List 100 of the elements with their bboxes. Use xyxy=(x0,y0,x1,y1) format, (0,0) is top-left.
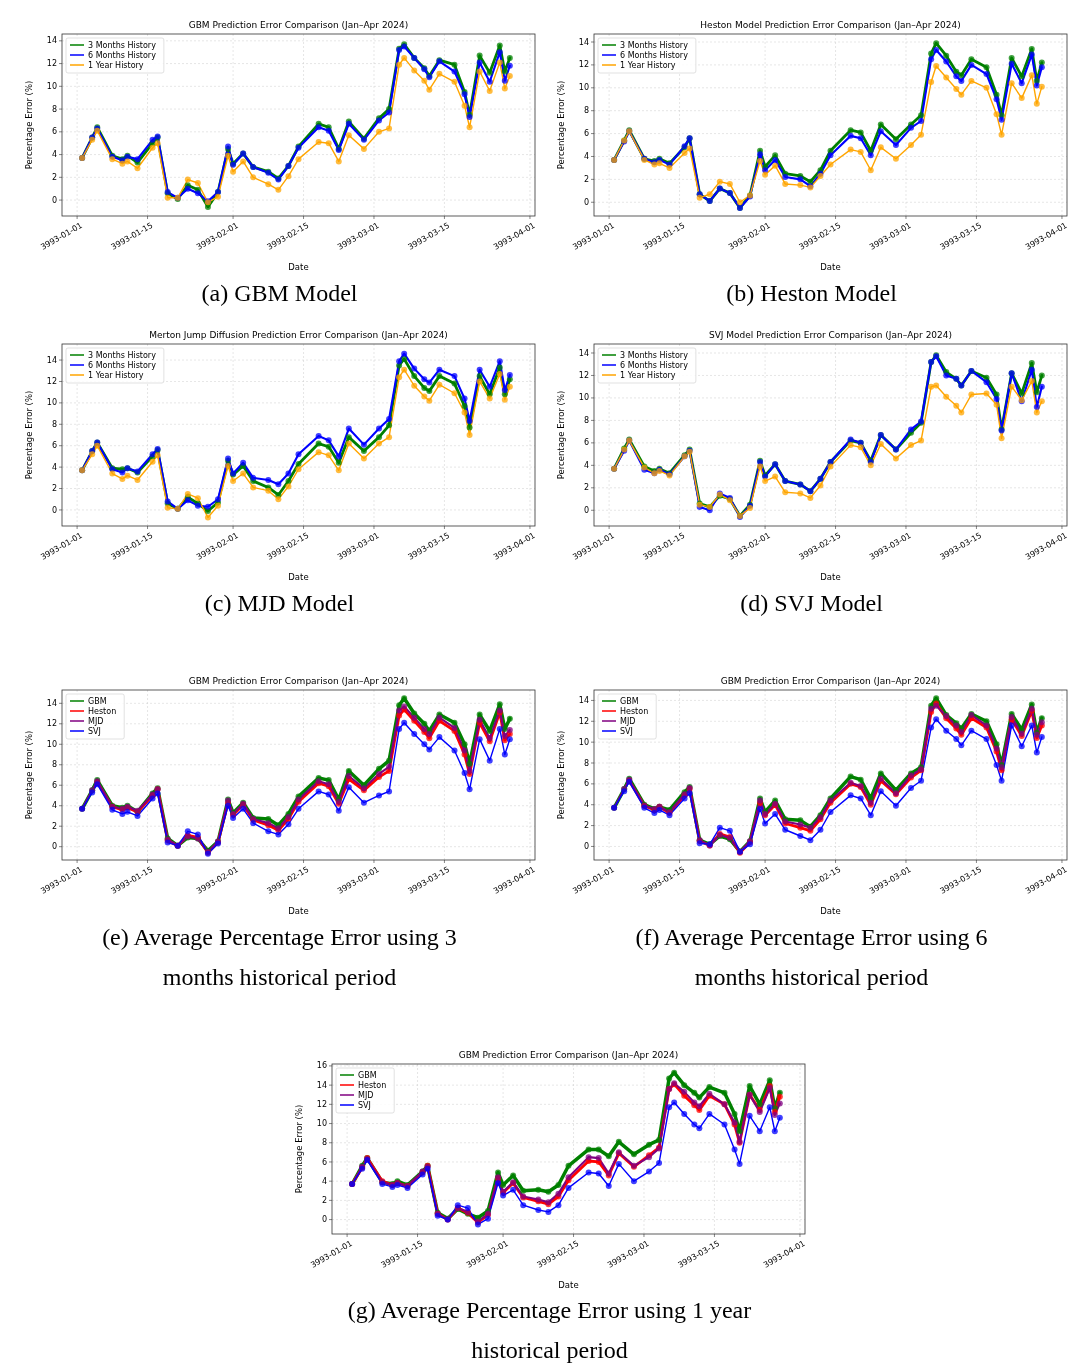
text: (g) Average Percentage Error using 1 year historical period xyxy=(347,1297,752,1363)
y-tick-label: 4 xyxy=(51,801,57,811)
x-axis-title: Date xyxy=(820,906,841,916)
y-tick-label: 6 xyxy=(583,129,589,139)
y-tick-label: 0 xyxy=(321,1215,327,1225)
y-tick-label: 12 xyxy=(578,60,589,70)
y-tick-label: 12 xyxy=(316,1099,327,1109)
legend-label: SVJ xyxy=(88,727,101,736)
y-tick-label: 12 xyxy=(46,377,57,387)
text: (d) SVJ Model xyxy=(740,590,884,616)
y-tick-label: 12 xyxy=(46,719,57,729)
text: (c) MJD Model xyxy=(204,590,355,616)
y-tick-label: 8 xyxy=(51,419,57,429)
y-tick-label: 14 xyxy=(46,36,57,46)
y-tick-label: 10 xyxy=(46,739,57,749)
y-tick-label: 6 xyxy=(51,127,57,137)
text: (f) Average Percentage Error using 6 months historical period xyxy=(635,924,988,990)
y-tick-label: 10 xyxy=(578,83,589,93)
y-tick-label: 2 xyxy=(51,172,57,182)
y-tick-label: 4 xyxy=(321,1176,327,1186)
y-tick-label: 0 xyxy=(583,197,589,207)
x-axis-title: Date xyxy=(288,572,309,582)
legend-label: 6 Months History xyxy=(88,51,157,60)
legend-label: 6 Months History xyxy=(88,361,157,370)
legend-label: 6 Months History xyxy=(620,361,689,370)
chart-title: GBM Prediction Error Comparison (Jan–Apr 2024) xyxy=(458,1050,679,1060)
legend-label: 1 Year History xyxy=(88,61,144,70)
x-axis-title: Date xyxy=(820,262,841,272)
y-tick-label: 10 xyxy=(46,398,57,408)
y-tick-label: 4 xyxy=(583,800,589,810)
legend-label: 6 Months History xyxy=(620,51,689,60)
legend-label: MJD xyxy=(358,1091,374,1100)
legend-label: 1 Year History xyxy=(620,371,676,380)
y-axis-title: Percentage Error (%) xyxy=(24,80,34,170)
legend-label: SVJ xyxy=(358,1101,371,1110)
y-tick-label: 2 xyxy=(51,821,57,831)
text: (e) Average Percentage Error using 3 months historical period xyxy=(102,924,457,990)
y-tick-label: 10 xyxy=(46,81,57,91)
y-tick-label: 4 xyxy=(51,150,57,160)
x-axis-title: Date xyxy=(820,572,841,582)
chart-title: Heston Model Prediction Error Comparison (Jan–Apr 2024) xyxy=(700,20,961,30)
y-tick-label: 0 xyxy=(51,505,57,515)
y-axis-title: Percentage Error (%) xyxy=(294,1104,304,1194)
text: (b) Heston Model xyxy=(726,280,898,306)
y-tick-label: 10 xyxy=(316,1119,327,1129)
y-tick-label: 10 xyxy=(578,737,589,747)
y-tick-label: 2 xyxy=(583,821,589,831)
y-tick-label: 10 xyxy=(578,393,589,403)
legend-label: Heston xyxy=(88,707,117,716)
legend-label: MJD xyxy=(620,717,636,726)
y-tick-label: 6 xyxy=(51,441,57,451)
y-tick-label: 14 xyxy=(578,37,589,47)
y-tick-label: 0 xyxy=(583,842,589,851)
y-tick-label: 12 xyxy=(46,59,57,69)
y-tick-label: 6 xyxy=(321,1157,327,1167)
legend-label: SVJ xyxy=(620,727,633,736)
y-tick-label: 2 xyxy=(321,1195,327,1205)
y-tick-label: 8 xyxy=(583,106,589,116)
legend-label: GBM xyxy=(358,1071,377,1080)
y-tick-label: 8 xyxy=(583,415,589,425)
y-tick-label: 4 xyxy=(583,460,589,470)
y-tick-label: 4 xyxy=(51,462,57,472)
text: (a) GBM Model xyxy=(201,280,358,306)
legend-label: 3 Months History xyxy=(88,41,157,50)
y-tick-label: 14 xyxy=(578,695,589,705)
legend-label: MJD xyxy=(88,717,104,726)
y-tick-label: 2 xyxy=(583,174,589,184)
legend-label: GBM xyxy=(620,697,639,706)
y-tick-label: 14 xyxy=(578,348,589,358)
y-axis-title: Percentage Error (%) xyxy=(556,390,566,480)
y-tick-label: 6 xyxy=(51,780,57,790)
chart-title: Merton Jump Diffusion Prediction Error Comparison (Jan–Apr 2024) xyxy=(149,330,448,340)
legend-label: Heston xyxy=(620,707,649,716)
y-tick-label: 0 xyxy=(51,842,57,852)
legend-label: 3 Months History xyxy=(620,41,689,50)
chart-title: GBM Prediction Error Comparison (Jan–Apr 2024) xyxy=(188,676,409,686)
y-tick-label: 8 xyxy=(321,1138,327,1148)
x-axis-title: Date xyxy=(288,906,309,916)
legend-label: 1 Year History xyxy=(620,61,676,70)
y-tick-label: 12 xyxy=(578,371,589,381)
y-axis-title: Percentage Error (%) xyxy=(556,730,566,820)
x-axis-title: Date xyxy=(288,262,309,272)
y-tick-label: 8 xyxy=(51,104,57,114)
legend-label: Heston xyxy=(358,1081,387,1090)
y-tick-label: 0 xyxy=(51,195,57,205)
y-tick-label: 14 xyxy=(46,698,57,708)
legend-label: 3 Months History xyxy=(88,351,157,360)
y-tick-label: 8 xyxy=(583,758,589,768)
y-tick-label: 6 xyxy=(583,779,589,789)
y-tick-label: 6 xyxy=(583,438,589,448)
chart-title: GBM Prediction Error Comparison (Jan–Apr 2024) xyxy=(720,676,941,686)
y-tick-label: 2 xyxy=(51,484,57,494)
y-tick-label: 8 xyxy=(51,760,57,770)
y-axis-title: Percentage Error (%) xyxy=(24,390,34,480)
legend-label: 3 Months History xyxy=(620,351,689,360)
legend-label: 1 Year History xyxy=(88,371,144,380)
y-tick-label: 4 xyxy=(583,152,589,162)
y-axis-title: Percentage Error (%) xyxy=(556,80,566,170)
y-tick-label: 0 xyxy=(583,505,589,515)
legend-label: GBM xyxy=(88,697,107,706)
